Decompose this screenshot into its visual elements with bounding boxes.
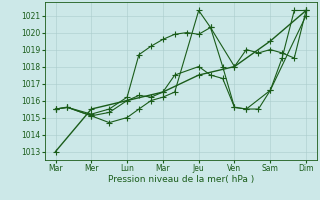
X-axis label: Pression niveau de la mer( hPa ): Pression niveau de la mer( hPa ): [108, 175, 254, 184]
